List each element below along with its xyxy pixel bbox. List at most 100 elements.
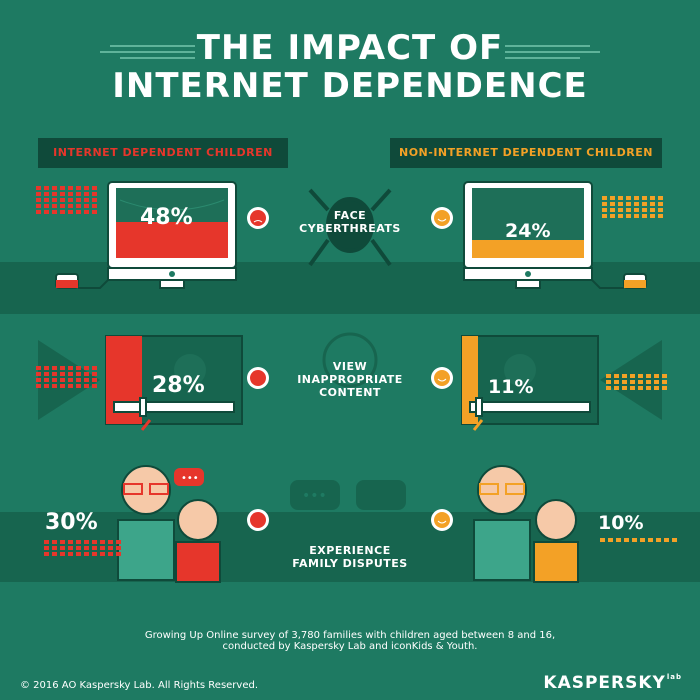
dot	[76, 378, 81, 382]
dot	[76, 198, 81, 202]
dot	[108, 552, 113, 556]
dot	[68, 198, 73, 202]
dot-matrix	[606, 374, 667, 390]
dot	[622, 374, 627, 378]
child-left	[175, 499, 221, 583]
dot	[36, 192, 41, 196]
copyright: © 2016 AO Kaspersky Lab. All Rights Rese…	[20, 680, 259, 691]
dot	[92, 198, 97, 202]
dot	[44, 546, 49, 550]
dot	[36, 186, 41, 190]
dot	[672, 538, 677, 542]
dot	[618, 214, 623, 218]
dot	[638, 386, 643, 390]
dot	[634, 214, 639, 218]
dot	[60, 210, 65, 214]
dot	[84, 546, 89, 550]
dot	[614, 374, 619, 378]
dot	[618, 208, 623, 212]
smile-face-icon	[431, 509, 453, 531]
dot	[68, 204, 73, 208]
dot	[108, 546, 113, 550]
row3-graphics: ••• •••	[117, 465, 579, 583]
dot	[92, 540, 97, 544]
dot	[52, 552, 57, 556]
dot	[600, 538, 605, 542]
dot	[76, 372, 81, 376]
left-cyberthreats-fill	[116, 222, 228, 258]
brand-logo: KASPERSKYlab	[543, 673, 682, 693]
dot	[52, 210, 57, 214]
svg-text:•••: •••	[181, 473, 199, 484]
dot	[44, 198, 49, 202]
dot	[52, 366, 57, 370]
dot	[68, 192, 73, 196]
dot	[616, 538, 621, 542]
dot	[650, 214, 655, 218]
dot	[602, 214, 607, 218]
dot	[68, 366, 73, 370]
dot	[84, 198, 89, 202]
dot	[658, 214, 663, 218]
dot	[630, 374, 635, 378]
row2-graphics	[38, 332, 662, 431]
dot	[52, 378, 57, 382]
dot	[60, 204, 65, 208]
dot	[44, 384, 49, 388]
dot	[68, 546, 73, 550]
dot-matrix	[600, 538, 677, 542]
dot	[116, 552, 121, 556]
dot	[84, 378, 89, 382]
dot	[642, 208, 647, 212]
dot	[626, 208, 631, 212]
dot	[84, 366, 89, 370]
dot	[608, 538, 613, 542]
play-icon	[322, 332, 378, 388]
dot	[84, 186, 89, 190]
left-family-disputes-value: 30%	[45, 510, 98, 535]
dot	[52, 186, 57, 190]
dot	[648, 538, 653, 542]
sad-face-icon	[247, 367, 269, 389]
header-dependent-children: INTERNET DEPENDENT CHILDREN	[38, 138, 288, 168]
row2-label-line1: VIEW	[332, 360, 368, 373]
dot	[646, 386, 651, 390]
dot	[630, 380, 635, 384]
dot	[92, 366, 97, 370]
row2-label-line3: CONTENT	[319, 386, 381, 399]
svg-text:•••: •••	[302, 488, 327, 504]
dot	[642, 214, 647, 218]
dot	[618, 202, 623, 206]
dot	[44, 366, 49, 370]
dot	[100, 552, 105, 556]
dot	[92, 210, 97, 214]
row1-label: FACE CYBERTHREATS	[290, 209, 410, 235]
dot	[44, 186, 49, 190]
dot	[44, 540, 49, 544]
dot	[602, 196, 607, 200]
dot	[654, 374, 659, 378]
dot	[662, 380, 667, 384]
monitor-icon	[107, 181, 237, 289]
dot	[92, 186, 97, 190]
dot	[624, 538, 629, 542]
mouse-icon	[55, 273, 79, 289]
dot	[632, 538, 637, 542]
dot	[610, 208, 615, 212]
dot	[76, 186, 81, 190]
dot	[622, 386, 627, 390]
dot	[76, 210, 81, 214]
dot	[84, 540, 89, 544]
chat-bubble-icon: •••	[174, 468, 204, 486]
dot	[92, 552, 97, 556]
dot	[658, 208, 663, 212]
dot	[610, 214, 615, 218]
dot	[92, 372, 97, 376]
dot	[638, 380, 643, 384]
dot-matrix	[44, 540, 121, 556]
dot	[626, 202, 631, 206]
left-inappropriate-value: 28%	[152, 373, 205, 398]
dot	[60, 540, 65, 544]
page-title-line1: THE IMPACT OF	[196, 28, 504, 68]
dot	[68, 378, 73, 382]
